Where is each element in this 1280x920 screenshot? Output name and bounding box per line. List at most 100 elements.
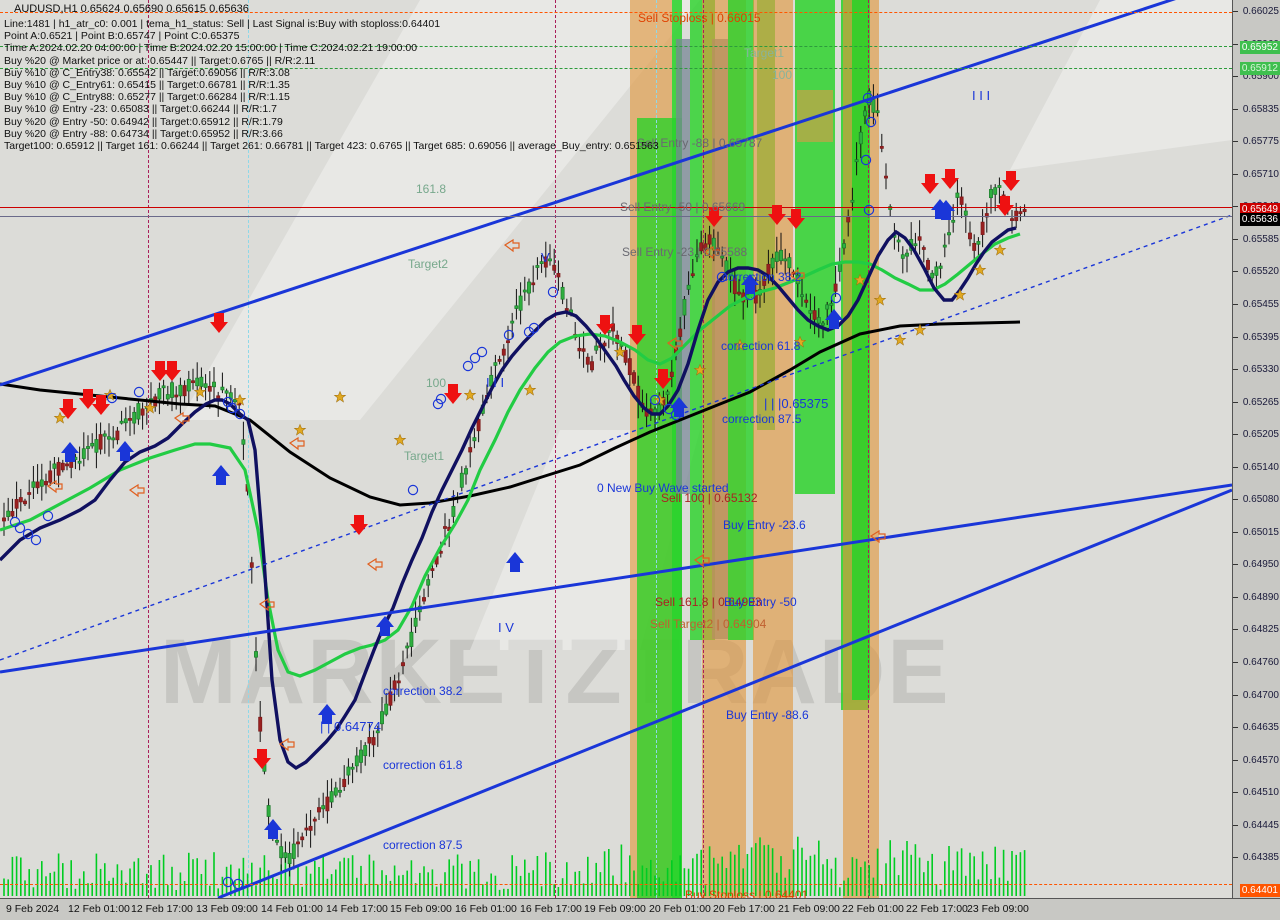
info-line-4: Buy %10 @ C_Entry38: 0.65542 || Target:0…	[4, 66, 290, 79]
buy-arrow-up-icon	[376, 616, 394, 636]
time-tick-label: 13 Feb 09:00	[196, 903, 258, 915]
pointer-flag-icon	[703, 245, 720, 260]
axis-tick-mark	[1233, 369, 1238, 371]
hundred-label-left: 100	[426, 376, 447, 390]
sell-stoploss-label: Sell Stoploss | 0.66015	[638, 11, 761, 25]
sell-entry-23-label: Sell Entry -23 | 0.65588	[622, 245, 748, 259]
wave-4-label: I V	[498, 620, 514, 635]
baseline-ma-line	[0, 320, 1021, 507]
correction-87-5-left: correction 87.5	[383, 838, 463, 852]
current-bid-line	[0, 207, 1232, 208]
fractal-circle-icon	[14, 522, 26, 534]
buy-arrow-up-icon	[741, 274, 759, 294]
time-tick-label: 12 Feb 17:00	[131, 903, 193, 915]
info-line-1: Point A:0.6521 | Point B:0.65747 | Point…	[4, 30, 240, 43]
info-line-6: Buy %10 @ C_Entry88: 0.65277 || Target:0…	[4, 91, 290, 104]
sell-arrow-down-icon	[996, 196, 1014, 216]
info-line-9: Buy %20 @ Entry -88: 0.64734 || Target:0…	[4, 127, 283, 140]
price-tick-label: 0.65015	[1242, 526, 1279, 538]
axis-tick-mark	[1233, 43, 1238, 45]
price-tag: 0.65912	[1239, 62, 1280, 75]
price-tick-label: 0.65775	[1242, 136, 1279, 148]
fractal-circle-icon	[133, 386, 145, 398]
buy-entry-50-label: Buy Entry -50	[724, 595, 797, 609]
new-buy-wave-label: 0 New Buy Wave started	[597, 481, 729, 495]
sell-arrow-down-icon	[92, 395, 110, 415]
axis-tick-mark	[1233, 76, 1238, 78]
fractal-circle-icon	[860, 154, 872, 166]
time-tick-label: 22 Feb 17:00	[906, 903, 968, 915]
fractal-circle-icon	[863, 204, 875, 216]
buy-entry-88-6-label: Buy Entry -88.6	[726, 708, 809, 722]
axis-tick-mark	[1233, 857, 1238, 859]
trend-channel-lower-solid-line	[0, 483, 1232, 674]
price-tick-label: 0.66025	[1242, 6, 1279, 17]
fractal-circle-icon	[547, 286, 559, 298]
vline-feb23	[248, 0, 249, 898]
price-tag: 0.65636	[1239, 213, 1280, 226]
sell-arrow-down-icon	[1002, 171, 1020, 191]
fractal-circle-icon	[528, 322, 540, 334]
signal-star-icon	[913, 323, 927, 336]
time-tick-label: 22 Feb 01:00	[842, 903, 904, 915]
price-tick-label: 0.65205	[1242, 429, 1279, 441]
hundred-label-top: 100	[772, 68, 793, 82]
price-tick-label: 0.65265	[1242, 396, 1279, 408]
info-line-8: Buy %20 @ Entry -50: 0.64942 || Target:0…	[4, 115, 283, 128]
time-tick-label: 14 Feb 17:00	[326, 903, 388, 915]
axis-tick-mark	[1233, 108, 1238, 110]
axis-tick-mark	[1233, 759, 1238, 761]
time-axis[interactable]: 9 Feb 2024 12 Feb 01:00 12 Feb 17:00 13 Feb…	[0, 898, 1280, 920]
axis-tick-mark	[1233, 824, 1238, 826]
signal-star-icon	[613, 345, 627, 358]
sell-arrow-down-icon	[253, 749, 271, 769]
wave-3-price-label: | | |0.65375	[764, 396, 829, 411]
chart-canvas[interactable]: MARKETZTRADE	[0, 0, 1232, 898]
zone-grey-1	[676, 39, 690, 494]
axis-tick-mark	[1233, 434, 1238, 436]
price-tick-label: 0.65585	[1242, 233, 1279, 245]
wave-2-price-label: | | 0.64774	[320, 719, 381, 734]
fractal-circle-icon	[407, 484, 419, 496]
axis-tick-mark	[1233, 564, 1238, 566]
wave-3-label-left: I I I	[486, 375, 505, 390]
fractal-circle-icon	[862, 92, 874, 104]
target2-label: Target2	[408, 257, 449, 271]
time-tick-label: 12 Feb 01:00	[68, 903, 130, 915]
trend-channel-upper-line	[0, 0, 1176, 387]
price-tick-label: 0.64635	[1242, 722, 1279, 734]
time-tick-label: 16 Feb 01:00	[455, 903, 517, 915]
fractal-circle-icon	[744, 289, 756, 301]
buy-arrow-up-icon	[318, 704, 336, 724]
axis-tick-mark	[1233, 499, 1238, 501]
pointer-flag-icon	[869, 529, 886, 544]
pointer-flag-icon	[278, 737, 295, 752]
correction-87-5-mid: correction 87.5	[722, 412, 802, 426]
buy-arrow-up-icon	[825, 309, 843, 329]
price-tick-label: 0.65080	[1242, 494, 1279, 506]
buy-arrow-up-icon	[670, 397, 688, 417]
time-tick-label: 23 Feb 09:00	[967, 903, 1029, 915]
buy-arrow-up-icon	[212, 465, 230, 485]
signal-star-icon	[463, 388, 477, 401]
price-tick-label: 0.64890	[1242, 591, 1279, 603]
fractal-circle-icon	[503, 329, 515, 341]
fractal-circle-icon	[30, 534, 42, 546]
pointer-flag-icon	[366, 557, 383, 572]
target-912-line	[0, 68, 1232, 69]
axis-tick-mark	[1233, 206, 1238, 208]
fractal-circle-icon	[226, 402, 238, 414]
buy-arrow-up-icon	[506, 552, 524, 572]
time-tick-label: 20 Feb 17:00	[713, 903, 775, 915]
sell-entry-50-label: Sell Entry -50 | 0.65669	[620, 200, 746, 214]
price-axis[interactable]: 0.660250.659600.659000.658350.657750.657…	[1232, 0, 1280, 898]
sell-arrow-down-icon	[444, 384, 462, 404]
signal-markers-svg	[9, 92, 1020, 890]
buy-entry-23-6-label: Buy Entry -23.6	[723, 518, 806, 532]
zone-green-3	[728, 0, 754, 640]
price-tick-label: 0.65710	[1242, 168, 1279, 180]
pointer-flag-icon	[666, 336, 683, 351]
vline-feb16	[555, 0, 556, 898]
correction-38-2-left: correction 38.2	[383, 684, 463, 698]
